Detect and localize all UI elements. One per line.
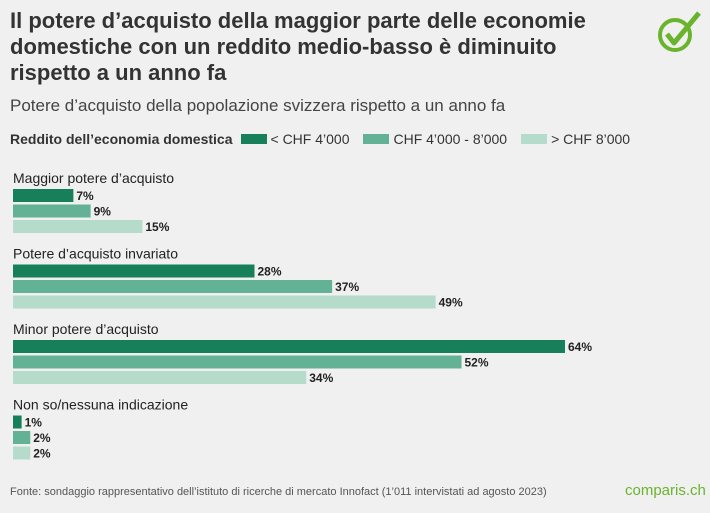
bar <box>13 220 143 233</box>
category-label: Non so/nessuna indicazione <box>13 397 188 413</box>
data-label: 9% <box>94 205 112 219</box>
data-label: 34% <box>309 371 333 385</box>
bar <box>13 204 91 218</box>
legend-label: CHF 4’000 - 8’000 <box>393 131 508 147</box>
bar <box>13 295 436 309</box>
data-label: 7% <box>76 189 94 203</box>
bar <box>13 431 31 444</box>
data-label: 64% <box>568 340 592 354</box>
bar <box>13 415 22 429</box>
legend-title: Reddito dell’economia domestica <box>10 131 233 147</box>
legend-swatch <box>363 134 390 144</box>
legend-label: > CHF 8’000 <box>551 131 631 147</box>
data-label: 49% <box>439 296 463 310</box>
bar <box>13 280 333 293</box>
bar-plot: Maggior potere d’acquisto 7%9% 15% Potere d… <box>13 170 592 461</box>
bar <box>13 340 565 353</box>
legend-swatch <box>521 134 548 144</box>
category-label: Potere d’acquisto invariato <box>13 246 178 262</box>
data-label: 2% <box>33 431 51 445</box>
source-note: Fonte: sondaggio rappresentativo dell’is… <box>10 486 547 498</box>
data-label: 1% <box>25 416 43 430</box>
category-label: Minor potere d’acquisto <box>13 321 159 337</box>
legend-swatch <box>240 134 267 144</box>
data-label: 28% <box>258 265 282 279</box>
bar <box>13 446 31 460</box>
chart-subtitle: Potere d’acquisto della popolazione sviz… <box>10 96 506 115</box>
legend: Reddito dell’economia domestica < CHF 4’… <box>10 131 644 147</box>
checkmark-logo-icon <box>655 10 703 59</box>
chart-title: Il potere d’acquisto della maggior parte… <box>10 8 586 85</box>
data-label: 15% <box>145 220 169 234</box>
bar <box>13 189 74 202</box>
category-label: Maggior potere d’acquisto <box>13 170 174 186</box>
legend-label: < CHF 4’000 <box>270 131 350 147</box>
data-label: 2% <box>33 447 51 461</box>
data-label: 52% <box>465 356 489 370</box>
data-label: 37% <box>335 280 359 294</box>
brand-logo: comparis.ch <box>625 482 706 499</box>
bar <box>13 355 462 369</box>
bar <box>13 371 307 384</box>
bar <box>13 264 255 278</box>
legend-item: CHF 4’000 - 8’000 <box>363 131 507 147</box>
legend-item: > CHF 8’000 <box>521 131 630 147</box>
legend-item: < CHF 4’000 <box>240 131 350 147</box>
